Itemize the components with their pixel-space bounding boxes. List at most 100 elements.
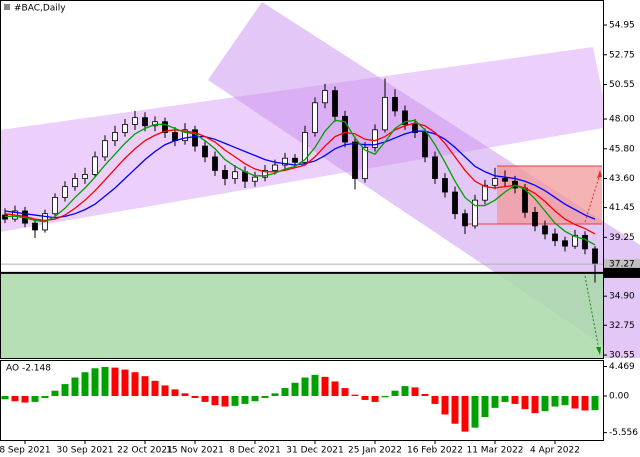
ao-bar [501,395,509,402]
ao-bar [211,395,219,406]
x-tick-label: 11 Mar 2022 [466,446,523,456]
arrow-head [597,170,602,178]
candle-body [532,211,538,227]
candle-body [272,164,278,171]
x-tick-label: 16 Feb 2022 [407,446,463,456]
ao-bar [151,380,159,396]
candle-body [422,132,428,158]
x-tick-label: 25 Jan 2022 [348,446,402,456]
y-tick-label: 48.00 [609,115,635,125]
ao-bar [251,395,259,402]
candle-body [442,178,448,193]
candle-body [112,132,118,142]
y-tick-label: 0.00 [609,391,629,401]
ao-bar [361,395,369,400]
candle-body [502,178,508,182]
candle-body [542,225,548,235]
price-frame [0,0,604,359]
x-tick-label: 31 Dec 2021 [286,446,344,456]
y-tick-label: 34.90 [609,292,635,302]
ao-bar [451,395,459,424]
candle-body [482,184,488,201]
symbol-icon [4,4,10,10]
ao-bar [331,381,339,396]
candle-body [172,132,178,142]
target-arrow-down [584,275,600,351]
candle-body [432,156,438,179]
ao-bar [131,372,139,396]
ao-bar [541,395,549,412]
arrow-head [596,347,601,355]
candle-body [392,96,398,112]
ao-bar [461,395,469,432]
ao-bar [381,395,389,398]
price-label-box [604,267,640,278]
ao-bar [551,395,559,407]
candle-body [262,170,268,178]
axes: 54.95 52.75 50.55 48.00 45.80 43.60 41.45 39.25… [0,21,640,456]
x-tick-label: 15 Nov 2021 [166,446,224,456]
candle-body [322,90,328,104]
candle-body [72,178,78,188]
candle-body [32,222,38,231]
ao-bar [261,395,269,398]
ao-bar [71,377,79,396]
ao-bar [441,395,449,415]
ao-bar [401,386,409,396]
candle-body [572,234,578,247]
ao-bar [411,387,419,396]
candle-body [222,170,228,179]
ao-bar [341,388,349,396]
candle-body [252,176,258,182]
ao-bar [531,395,539,414]
ao-bar [431,395,439,404]
price-plot [0,78,603,283]
ao-bar [121,369,129,396]
ao-plot [1,366,599,432]
ao-bar [561,395,569,406]
x-tick-label: 30 Sep 2021 [56,446,113,456]
ao-bar [271,393,279,396]
ao-bar [321,376,329,396]
y-tick-label: 45.80 [609,144,635,154]
ao-bar [21,395,29,403]
ao-bar [581,395,589,411]
candle-body [382,96,388,131]
candle-body [282,157,288,166]
ao-bar [281,388,289,396]
ao-bar [421,393,429,396]
drawings-back [0,2,640,358]
candle-body [92,156,98,175]
ao-bar [301,377,309,396]
ao-bar [51,390,59,396]
candle-body [472,199,478,227]
ao-bar [191,395,199,398]
y-tick-label: 30.55 [609,351,635,361]
candle-body [372,129,378,148]
support-zone [0,272,603,358]
ao-bar [471,395,479,428]
candle-body [312,102,318,133]
ao-bar [31,395,39,402]
y-tick-label: 54.95 [609,21,635,31]
candle-body [232,171,238,179]
ao-bar [371,395,379,402]
ao-bar [1,395,9,400]
ao-bar [391,390,399,396]
candle-body [102,140,108,158]
ao-bar [161,385,169,396]
candle-body [462,213,468,227]
ao-bar [491,395,499,408]
ao-bar [201,395,209,402]
candle-body [142,117,148,127]
ao-bar [571,395,579,409]
ao-bar [231,395,239,406]
ao-bar [351,394,359,396]
moving-average [4,122,596,235]
ao-frame [0,360,604,441]
candle-body [492,178,498,186]
candle-body [582,234,588,250]
ao-bar [41,395,49,398]
y-tick-label: -5.556 [609,428,638,438]
